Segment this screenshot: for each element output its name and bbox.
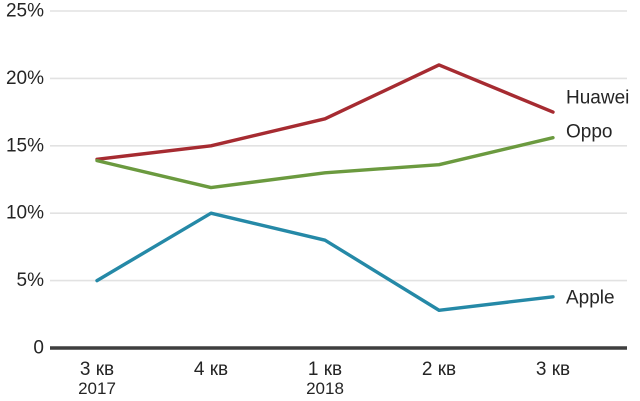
x-tick-label: 4 кв [194,359,228,380]
y-tick-label: 10% [6,203,44,224]
series-line-huawei [95,63,555,161]
x-tick-label: 2 кв [422,359,456,380]
series-line-oppo [95,136,555,190]
y-tick-label: 15% [6,135,44,156]
series-line-apple [95,211,555,312]
series-label-oppo: Oppo [566,122,612,143]
x-tick-label: 3 кв [80,359,114,380]
y-tick-label: 25% [6,1,44,22]
x-tick-year-label: 2017 [78,379,116,398]
series-label-huawei: Huawei [566,88,629,109]
x-tick-year-label: 2018 [306,379,344,398]
x-tick-label: 1 кв [308,359,342,380]
series-label-apple: Apple [566,288,615,309]
y-tick-label: 20% [6,68,44,89]
y-tick-label: 5% [17,270,45,291]
x-tick-label: 3 кв [536,359,570,380]
y-tick-label: 0 [33,338,44,359]
